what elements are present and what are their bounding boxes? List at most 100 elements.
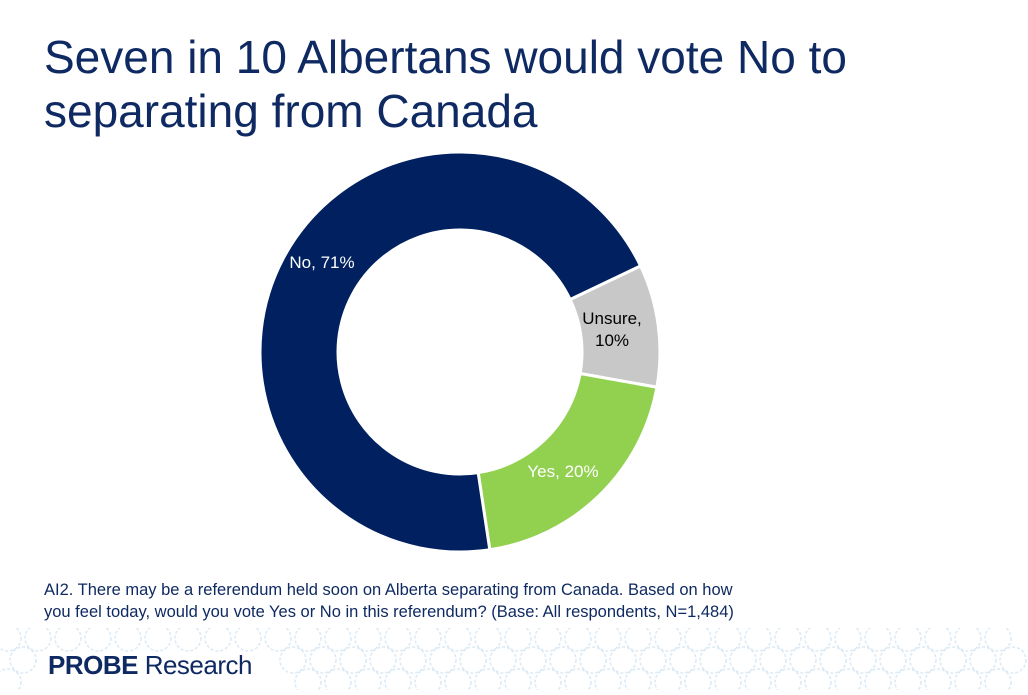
pattern-circle (699, 646, 727, 674)
pattern-circle (744, 668, 772, 690)
pattern-circle (909, 646, 937, 674)
probe-research-logo: PROBE Research (48, 650, 252, 681)
pattern-circle (549, 646, 577, 674)
pattern-circle (114, 628, 142, 652)
pattern-circle (474, 668, 502, 690)
footnote-line-2: you feel today, would you vote Yes or No… (44, 603, 734, 621)
pattern-circle (444, 628, 472, 652)
pattern-circle (939, 646, 967, 674)
pattern-circle (174, 628, 202, 652)
chart-title-line-2: separating from Canada (44, 85, 538, 137)
decorative-circle-pattern (0, 628, 1027, 690)
pattern-circle (474, 628, 502, 652)
pattern-circle (834, 668, 862, 690)
pattern-circle (354, 668, 382, 690)
pattern-circle (834, 628, 862, 652)
pattern-circle (879, 646, 907, 674)
logo-bold-text: PROBE (48, 650, 138, 680)
logo-rest-text: Research (137, 650, 253, 680)
pattern-circle (624, 668, 652, 690)
pattern-circle (999, 646, 1027, 674)
pattern-circle (264, 628, 292, 652)
pattern-circle (414, 628, 442, 652)
pattern-circle (384, 668, 412, 690)
pattern-circle (654, 668, 682, 690)
pattern-circle (639, 646, 667, 674)
chart-title-line-1: Seven in 10 Albertans would vote No to (44, 31, 847, 83)
pattern-circle (294, 668, 322, 690)
pattern-circle (609, 646, 637, 674)
pattern-circle (414, 668, 442, 690)
pattern-circle (429, 646, 457, 674)
pattern-circle (759, 646, 787, 674)
pattern-circle (0, 628, 22, 652)
pattern-circle (804, 628, 832, 652)
pattern-circle (729, 646, 757, 674)
donut-label-unsure: Unsure, 10% (582, 309, 642, 350)
pattern-circle (774, 628, 802, 652)
pattern-circle (489, 646, 517, 674)
pattern-circle (984, 668, 1012, 690)
pattern-circle (384, 628, 412, 652)
pattern-circle (684, 668, 712, 690)
pattern-circle (519, 646, 547, 674)
pattern-circle (564, 628, 592, 652)
pattern-circle (84, 628, 112, 652)
pattern-circle (9, 646, 37, 674)
pattern-circle (54, 628, 82, 652)
pattern-circle (594, 668, 622, 690)
pattern-circle (369, 646, 397, 674)
pattern-circle (669, 646, 697, 674)
pattern-circle (924, 628, 952, 652)
pattern-circle (324, 628, 352, 652)
pattern-circle (984, 628, 1012, 652)
pattern-circle (864, 668, 892, 690)
pattern-circle (624, 628, 652, 652)
pattern-circle (309, 646, 337, 674)
donut-slice-yes (476, 371, 659, 552)
pattern-circle (789, 646, 817, 674)
pattern-circle (399, 646, 427, 674)
pattern-circle (594, 628, 622, 652)
pattern-circle (504, 628, 532, 652)
pattern-circle (144, 628, 172, 652)
pattern-circle (564, 668, 592, 690)
donut-label-yes: Yes, 20% (527, 462, 598, 481)
pattern-circle (0, 668, 22, 690)
pattern-circle (234, 628, 262, 652)
pattern-circle (774, 668, 802, 690)
pattern-circle (24, 628, 52, 652)
pattern-circle (969, 646, 997, 674)
pattern-circle (534, 628, 562, 652)
donut-slice-no (258, 150, 643, 554)
pattern-circle (579, 646, 607, 674)
pattern-circle (654, 628, 682, 652)
survey-question-footnote: AI2. There may be a referendum held soon… (44, 579, 864, 623)
pattern-circle (444, 668, 472, 690)
pattern-circle (714, 628, 742, 652)
pattern-circle (804, 668, 832, 690)
chart-title: Seven in 10 Albertans would vote No to s… (44, 30, 1004, 138)
pattern-circle (339, 646, 367, 674)
pattern-circle (504, 668, 532, 690)
pattern-circle (744, 628, 772, 652)
pattern-circle (819, 646, 847, 674)
pattern-circle (534, 668, 562, 690)
pattern-circle (459, 646, 487, 674)
pattern-circle (714, 668, 742, 690)
pattern-circle (354, 628, 382, 652)
pattern-circle (864, 628, 892, 652)
footnote-line-1: AI2. There may be a referendum held soon… (44, 581, 733, 599)
pattern-circle (954, 628, 982, 652)
pattern-circle (924, 668, 952, 690)
pattern-circle (324, 668, 352, 690)
pattern-circle (684, 628, 712, 652)
pattern-circle (894, 628, 922, 652)
pattern-circle (279, 646, 307, 674)
pattern-circle (954, 668, 982, 690)
pattern-circle (294, 628, 322, 652)
pattern-circle (849, 646, 877, 674)
pattern-circle (894, 668, 922, 690)
